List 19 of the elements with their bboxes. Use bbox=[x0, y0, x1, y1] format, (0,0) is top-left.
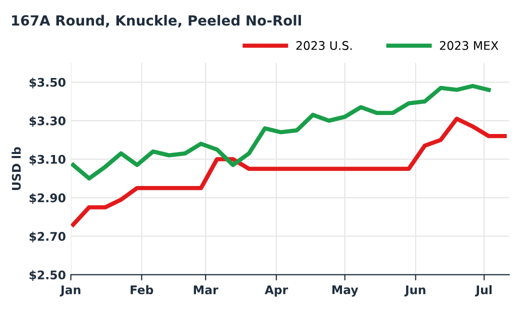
y-tick-label: $2.70 bbox=[30, 232, 66, 242]
y-tick-label: $2.90 bbox=[30, 193, 66, 204]
x-tick-label: Jan bbox=[60, 286, 80, 296]
line-series bbox=[71, 116, 507, 227]
y-axis-title: USD lb bbox=[12, 147, 21, 190]
x-tick-label: May bbox=[332, 285, 358, 297]
legend-label: 2023 U.S. bbox=[296, 41, 352, 50]
x-tick-label: Jun bbox=[404, 286, 426, 296]
y-tick-label: $3.30 bbox=[30, 116, 66, 127]
y-tick-label: $2.50 bbox=[30, 270, 66, 281]
chart-title: 167A Round, Knuckle, Peeled No-Roll bbox=[12, 14, 301, 28]
x-tick-label: Feb bbox=[130, 285, 154, 294]
x-tick-label: Jul bbox=[475, 285, 492, 296]
legend-label: 2023 MEX bbox=[440, 41, 498, 50]
line-series bbox=[71, 84, 491, 181]
y-tick-label: $3.10 bbox=[30, 154, 66, 166]
y-tick-label: $3.50 bbox=[30, 78, 66, 88]
x-tick-label: Mar bbox=[194, 286, 218, 294]
x-tick-label: Apr bbox=[264, 286, 288, 297]
